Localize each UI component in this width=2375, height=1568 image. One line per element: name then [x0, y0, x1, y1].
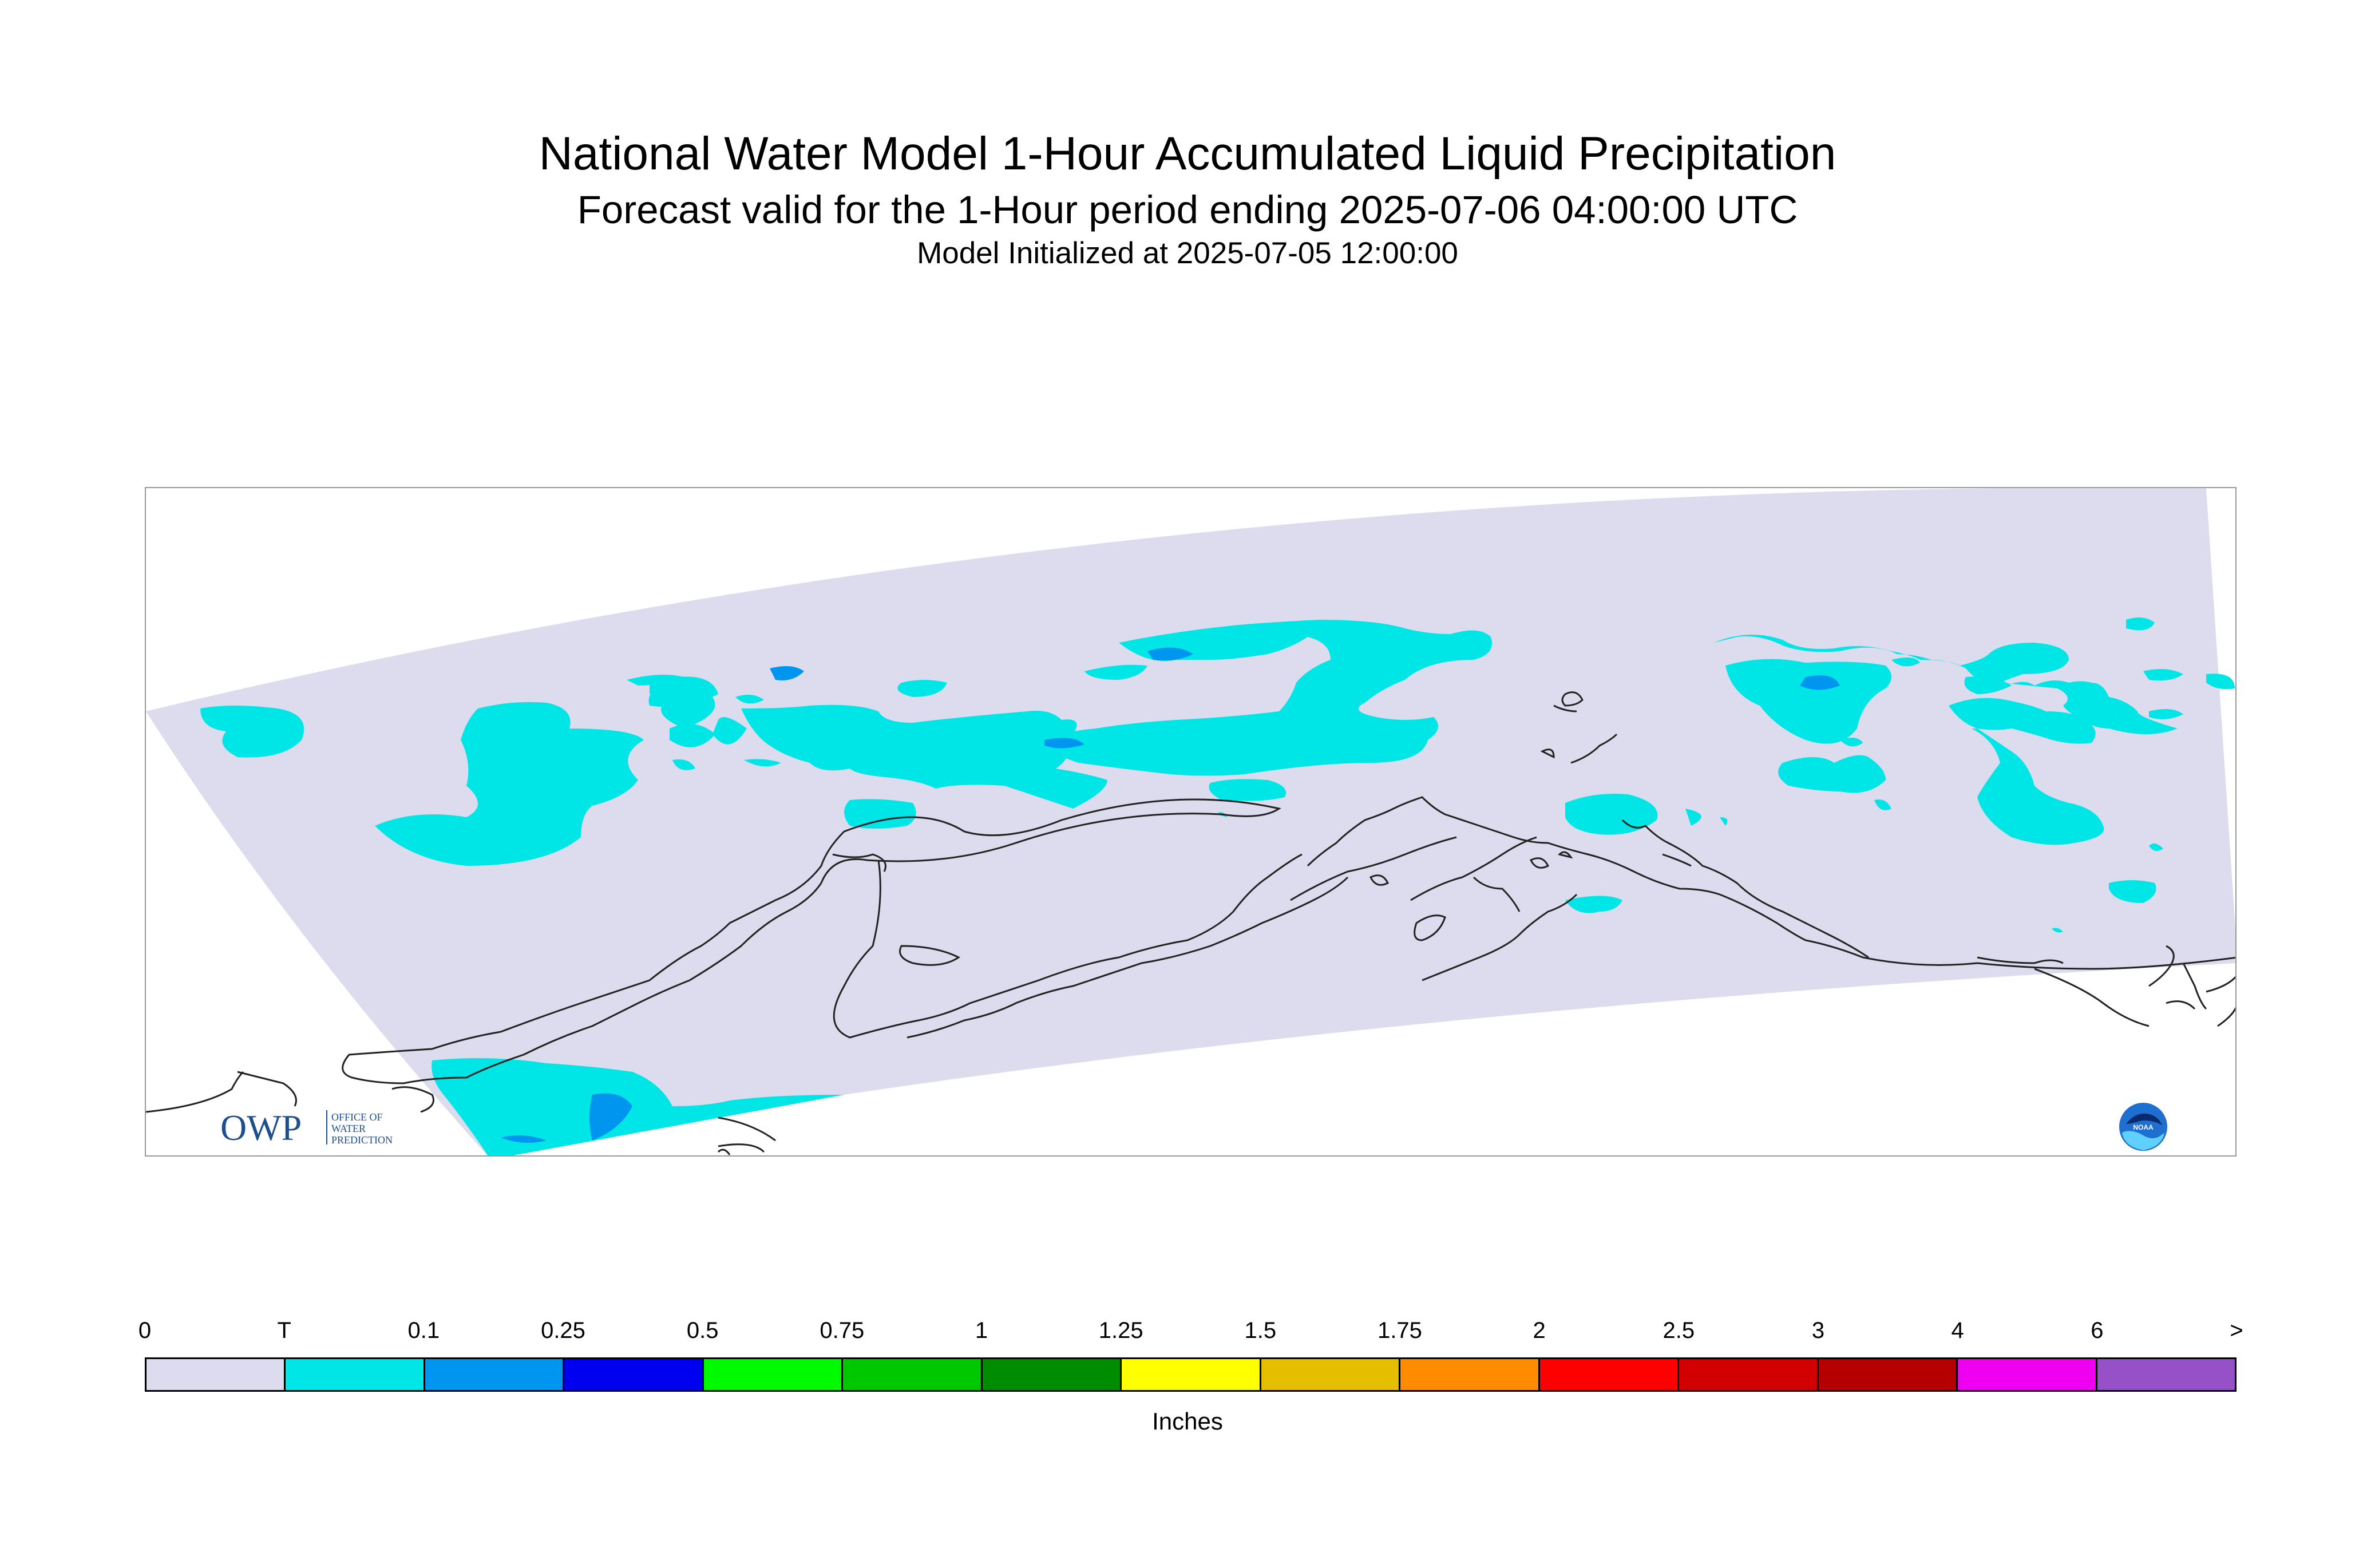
legend-tick-label: 3: [1811, 1318, 1825, 1343]
owp-logo-mark: OWP: [220, 1107, 302, 1148]
legend-swatch-8: [1261, 1359, 1401, 1390]
owp-logo-line-1: OFFICE OF: [331, 1111, 383, 1123]
legend-tick-label: T: [277, 1318, 291, 1343]
coastlines: [146, 691, 2235, 1155]
legend-tick-label: 1: [975, 1318, 988, 1343]
legend-swatch-4: [703, 1359, 844, 1390]
legend-swatch-13: [1958, 1359, 2097, 1390]
legend-tick-label: 2.5: [1662, 1318, 1695, 1343]
map-canvas: [146, 488, 2235, 1155]
light-precip-areas: [501, 647, 1840, 1143]
legend-swatch-2: [425, 1359, 565, 1390]
legend-swatch-12: [1818, 1359, 1958, 1390]
legend-tick-label: >: [2230, 1318, 2243, 1343]
legend-swatch-14: [2097, 1359, 2235, 1390]
legend-swatch-6: [982, 1359, 1122, 1390]
legend-tick-label: 0: [138, 1318, 152, 1343]
noaa-logo-text: NOAA: [2133, 1123, 2154, 1131]
legend-tick-label: 0.25: [541, 1318, 585, 1343]
legend-tick-label: 0.75: [820, 1318, 865, 1343]
legend-tick-label: 1.75: [1378, 1318, 1422, 1343]
legend-color-bar: [145, 1357, 2237, 1392]
legend-tick-label: 1.5: [1244, 1318, 1277, 1343]
owp-logo: OWP OFFICE OF WATER PREDICTION: [220, 1107, 393, 1148]
legend-swatch-11: [1679, 1359, 1819, 1390]
legend-swatch-0: [147, 1359, 286, 1390]
legend-swatch-3: [564, 1359, 704, 1390]
legend-swatch-10: [1539, 1359, 1680, 1390]
noaa-logo: NOAA: [2119, 1103, 2167, 1151]
precipitation-map: [145, 487, 2237, 1157]
legend-swatch-1: [286, 1359, 425, 1390]
owp-logo-line-3: PREDICTION: [331, 1134, 393, 1146]
map-title: National Water Model 1-Hour Accumulated …: [539, 128, 1836, 180]
legend-tick-label: 0.5: [686, 1318, 719, 1343]
legend-tick-label: 0.1: [407, 1318, 440, 1343]
legend-swatch-7: [1122, 1359, 1261, 1390]
legend-tick-label: 2: [1533, 1318, 1546, 1343]
legend-swatch-9: [1400, 1359, 1540, 1390]
legend-tick-label: 1.25: [1098, 1318, 1143, 1343]
model-init-line: Model Initialized at 2025-07-05 12:00:00: [917, 236, 1458, 270]
legend-tick-label: 6: [2091, 1318, 2104, 1343]
owp-logo-line-2: WATER: [331, 1123, 366, 1134]
legend-swatch-5: [843, 1359, 983, 1390]
legend-tick-label: 4: [1951, 1318, 1964, 1343]
legend-units-label: Inches: [1152, 1408, 1223, 1435]
forecast-valid-subtitle: Forecast valid for the 1-Hour period end…: [577, 188, 1798, 232]
